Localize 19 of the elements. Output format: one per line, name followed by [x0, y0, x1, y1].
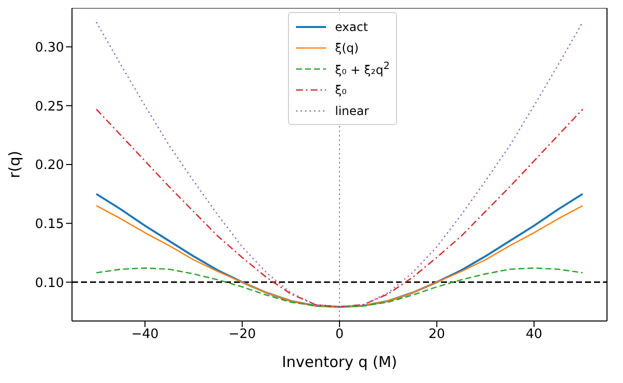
legend-label: exact — [335, 20, 368, 34]
x-axis-title: Inventory q (M) — [282, 353, 398, 371]
x-tick-label: 40 — [526, 327, 542, 342]
legend-label: ξ₀ + ξ₂q$^{2}$ — [335, 60, 390, 76]
y-tick-label: 0.20 — [35, 158, 64, 174]
y-axis-title: r(q) — [5, 150, 24, 178]
line-series — [96, 267, 584, 308]
x-tick-label: −40 — [131, 327, 159, 342]
x-tick-label: −20 — [228, 327, 256, 342]
legend-label: ξ(q) — [335, 40, 359, 54]
legend-label: ξ₀ — [335, 82, 347, 96]
legend-label: linear — [335, 104, 369, 118]
y-tick-label: 0.10 — [35, 276, 64, 291]
y-tick-label: 0.30 — [35, 40, 64, 56]
x-tick-label: 0 — [335, 327, 344, 342]
y-tick-label: 0.15 — [35, 216, 64, 232]
y-tick-label: 0.25 — [35, 99, 64, 114]
x-tick-label: 20 — [428, 327, 446, 342]
line-series — [96, 21, 584, 308]
